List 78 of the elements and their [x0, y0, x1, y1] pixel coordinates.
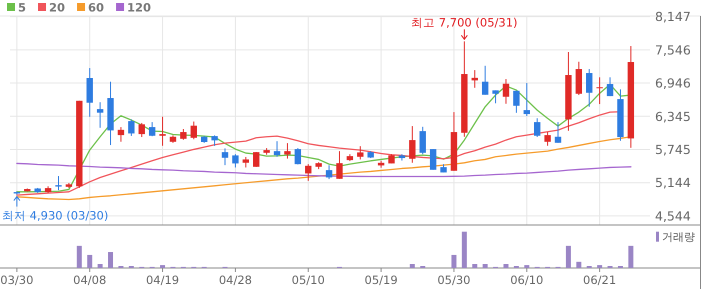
- candlestick: [524, 82, 530, 117]
- bar: [87, 254, 92, 268]
- x-tick-label: 06/10: [510, 273, 544, 287]
- legend-label: 120: [127, 0, 152, 14]
- candlestick: [96, 102, 104, 128]
- y-tick-label: 8,147: [655, 9, 691, 24]
- candlestick: [274, 140, 280, 158]
- candlestick: [420, 126, 426, 155]
- candlestick: [190, 121, 197, 140]
- candlestick: [513, 90, 520, 114]
- y-tick-label: 4,544: [655, 208, 691, 224]
- candlestick: [544, 132, 551, 146]
- candlestick: [138, 122, 145, 138]
- bar: [76, 246, 82, 268]
- annotation: 최저 4,930 (03/30): [2, 208, 108, 223]
- y-tick-label: 5,144: [655, 175, 691, 190]
- bar: [482, 264, 488, 268]
- candlestick: [606, 76, 614, 97]
- bar: [472, 264, 478, 268]
- candlestick: [253, 151, 260, 168]
- bar: [462, 232, 467, 268]
- candlestick: [159, 116, 166, 146]
- bar: [503, 264, 508, 268]
- bar: [108, 252, 114, 268]
- candlestick: [232, 154, 239, 168]
- candlestick: [222, 148, 228, 166]
- x-tick-label: 06/21: [583, 273, 616, 287]
- annotation: 최고 7,700 (05/31): [411, 15, 518, 30]
- candlestick: [502, 78, 510, 104]
- candlestick: [242, 156, 250, 168]
- bar: [597, 265, 602, 268]
- candlestick: [336, 150, 343, 180]
- line-series: [16, 162, 632, 178]
- candlestick: [180, 128, 187, 140]
- candlestick: [482, 65, 488, 96]
- candlestick: [55, 176, 62, 191]
- x-tick-label: 05/10: [292, 273, 325, 287]
- bar: [451, 254, 456, 268]
- candlestick: [534, 118, 540, 138]
- y-tick-label: 7,546: [655, 42, 691, 58]
- candlestick: [211, 134, 218, 146]
- bar: [98, 264, 103, 268]
- candlestick: [409, 126, 416, 164]
- x-tick-label: 04/28: [218, 273, 252, 287]
- y-tick-label: 6,946: [655, 76, 691, 91]
- bar: [410, 264, 415, 268]
- legend-label: 거래량: [662, 230, 695, 244]
- candlestick: [388, 154, 395, 164]
- x-tick-label: 04/08: [73, 273, 106, 287]
- legend-label: 60: [88, 0, 104, 14]
- legend-label: 20: [49, 0, 66, 14]
- candlestick: [492, 90, 499, 104]
- bar: [524, 265, 530, 268]
- bar: [566, 246, 571, 268]
- candlestick: [472, 70, 478, 88]
- x-tick-label: 05/30: [437, 273, 471, 287]
- x-tick-label: 03/30: [0, 273, 34, 287]
- candlestick: [554, 122, 562, 144]
- x-tick-label: 05/19: [364, 273, 398, 287]
- bar: [160, 265, 166, 268]
- candlestick: [586, 68, 592, 108]
- legend-label: 5: [18, 0, 26, 14]
- candlestick: [148, 122, 156, 137]
- candlestick: [596, 76, 603, 105]
- candlestick: [128, 118, 135, 136]
- y-tick-label: 5,745: [655, 142, 691, 157]
- candlestick: [294, 148, 302, 165]
- x-tick-label: 04/19: [146, 273, 180, 287]
- y-tick-label: 6,345: [655, 108, 691, 124]
- candlestick: [284, 142, 291, 160]
- legend: 거래량: [656, 230, 695, 244]
- candlestick: [305, 164, 312, 182]
- candlestick: [357, 146, 364, 160]
- bar: [628, 246, 634, 268]
- candlestick: [118, 126, 124, 142]
- candlestick: [326, 164, 332, 180]
- bar: [576, 262, 582, 268]
- candlestick: [430, 148, 436, 170]
